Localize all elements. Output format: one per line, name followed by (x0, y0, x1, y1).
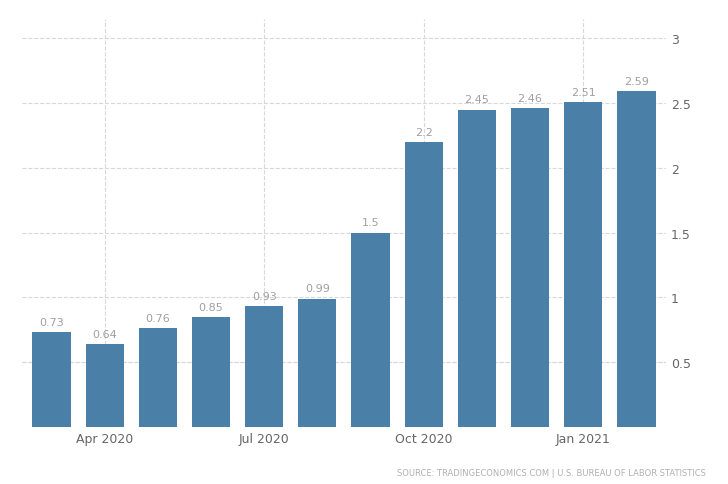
Text: SOURCE: TRADINGECONOMICS.COM | U.S. BUREAU OF LABOR STATISTICS: SOURCE: TRADINGECONOMICS.COM | U.S. BURE… (397, 468, 706, 477)
Bar (86, 344, 124, 427)
Bar (139, 329, 177, 427)
Text: 0.73: 0.73 (39, 318, 64, 328)
Bar (298, 299, 336, 427)
Text: 2.46: 2.46 (518, 94, 542, 104)
Text: 0.93: 0.93 (252, 292, 277, 302)
Text: 0.85: 0.85 (199, 302, 223, 312)
Text: 2.51: 2.51 (571, 88, 596, 97)
Text: 2.59: 2.59 (624, 77, 649, 87)
Bar (617, 92, 655, 427)
Bar (458, 110, 496, 427)
Bar (192, 317, 230, 427)
Text: 0.99: 0.99 (305, 284, 330, 294)
Bar (405, 143, 443, 427)
Text: 2.2: 2.2 (415, 127, 432, 137)
Bar (511, 109, 549, 427)
Bar (245, 307, 283, 427)
Text: 0.64: 0.64 (92, 329, 117, 339)
Bar (564, 103, 602, 427)
Bar (352, 233, 389, 427)
Bar (32, 333, 71, 427)
Text: 0.76: 0.76 (146, 314, 170, 324)
Text: 1.5: 1.5 (362, 218, 379, 228)
Text: 2.45: 2.45 (464, 95, 489, 105)
